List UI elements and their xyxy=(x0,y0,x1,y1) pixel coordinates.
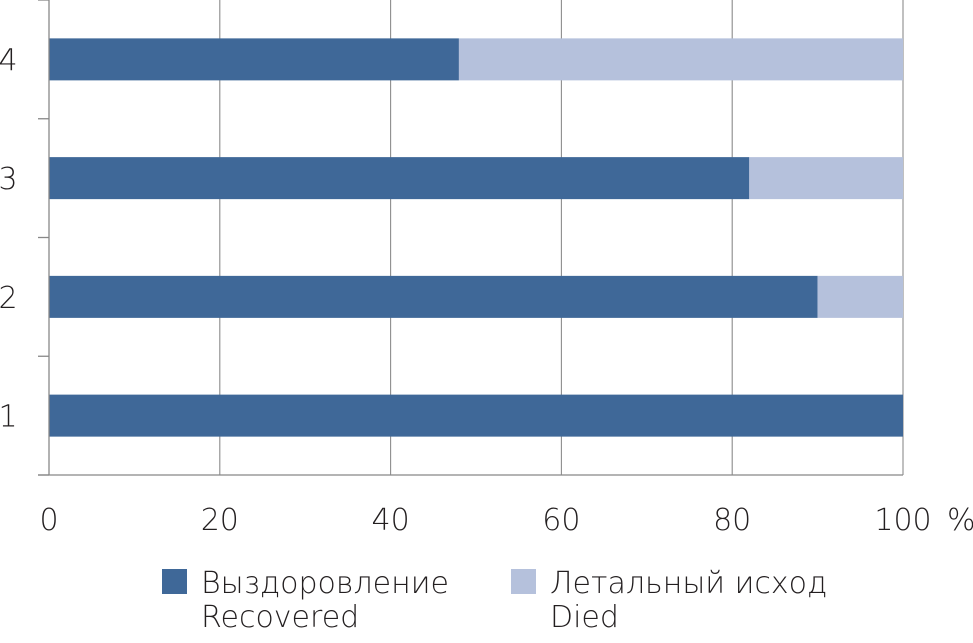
legend-label-recovered-en: Recovered xyxy=(201,600,360,635)
bar-3-series-1 xyxy=(49,157,750,200)
bar-2-series-1 xyxy=(49,275,818,318)
y-tick-label-2: 2 xyxy=(0,281,18,316)
legend-swatch-recovered xyxy=(162,569,187,594)
axes xyxy=(38,0,903,476)
x-unit-label: % xyxy=(947,503,973,538)
y-tick-label-4: 4 xyxy=(0,43,18,78)
x-tick-label-0: 0 xyxy=(39,503,58,538)
legend-label-died-ru: Летальный исход xyxy=(550,566,828,601)
x-tick-label-60: 60 xyxy=(542,503,580,538)
legend-label-died-en: Died xyxy=(550,600,619,635)
x-tick-label-100: 100 xyxy=(874,503,931,538)
legend-label-died: Летальный исход Died xyxy=(550,567,827,635)
bars xyxy=(49,38,903,437)
y-tick-labels: 1 2 3 4 xyxy=(0,43,18,434)
chart: 0 20 40 60 80 100 % 1 2 3 4 xyxy=(0,0,973,538)
x-tick-label-80: 80 xyxy=(713,503,751,538)
legend-item-died: Летальный исход Died xyxy=(511,567,827,635)
legend-item-recovered: Выздоровление Recovered xyxy=(162,567,449,635)
legend: Выздоровление Recovered Летальный исход … xyxy=(0,567,973,643)
y-tick-label-1: 1 xyxy=(0,400,18,435)
bar-4-series-1 xyxy=(49,38,459,81)
bar-1-series-1 xyxy=(49,394,903,437)
x-tick-label-40: 40 xyxy=(372,503,410,538)
legend-label-recovered-ru: Выздоровление xyxy=(201,566,449,601)
bar-2-series-2 xyxy=(817,275,903,318)
bar-3-series-2 xyxy=(749,157,903,200)
y-tick-label-3: 3 xyxy=(0,162,18,197)
legend-label-recovered: Выздоровление Recovered xyxy=(201,567,449,635)
legend-swatch-died xyxy=(511,569,536,594)
x-tick-label-20: 20 xyxy=(201,503,239,538)
bar-4-series-2 xyxy=(458,38,903,81)
x-tick-labels: 0 20 40 60 80 100 xyxy=(39,503,931,538)
